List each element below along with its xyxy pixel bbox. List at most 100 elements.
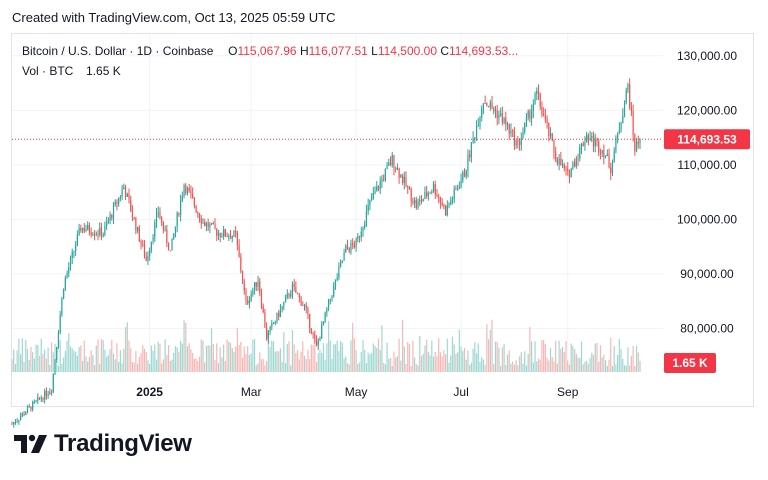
volume-bar <box>598 361 600 372</box>
candle-body <box>505 117 507 126</box>
volume-bar <box>503 343 505 372</box>
candle-body <box>210 222 213 225</box>
volume-bar <box>260 359 263 372</box>
volume-bar <box>95 345 97 372</box>
candle-body <box>274 321 276 324</box>
volume-bar <box>279 348 282 372</box>
volume-bar <box>510 363 512 372</box>
candle-body <box>457 188 459 190</box>
candle-body <box>13 422 15 424</box>
volume-bar <box>623 365 626 372</box>
candle-body <box>395 168 397 170</box>
candle-body <box>229 236 232 239</box>
volume-bar <box>56 363 58 372</box>
volume-bar <box>143 348 146 372</box>
volume-bar <box>305 358 307 372</box>
candle-body <box>592 135 595 147</box>
volume-bar <box>247 346 249 372</box>
volume-bar <box>410 365 412 372</box>
volume-bar <box>322 343 325 372</box>
candle-body <box>131 211 134 218</box>
candle-body <box>154 222 156 238</box>
candle-body <box>348 248 350 252</box>
candle-body <box>298 294 300 298</box>
volume-bar <box>327 320 330 372</box>
candle-body <box>561 164 564 166</box>
volume-bar <box>346 362 349 372</box>
candle-body <box>405 176 407 187</box>
volume-bar <box>369 354 371 372</box>
volume-bar <box>537 358 540 372</box>
volume-bar <box>376 348 378 372</box>
volume-bar <box>487 339 490 372</box>
volume-bar <box>210 328 213 372</box>
volume-bar <box>78 347 80 372</box>
candle-body <box>193 198 195 207</box>
candles <box>11 78 641 428</box>
candle-body <box>524 122 526 132</box>
volume-bar <box>202 340 204 372</box>
volume-bar <box>491 319 493 372</box>
volume-bar <box>539 359 541 372</box>
candle-body <box>346 245 349 249</box>
candle-body <box>414 200 416 204</box>
candle-body <box>23 413 25 415</box>
candle-body <box>61 298 63 315</box>
candle-body <box>250 294 252 301</box>
candle-body <box>639 139 641 144</box>
ohlc-legend: Bitcoin / U.S. Dollar · 1D · Coinbase O1… <box>22 44 518 58</box>
candle-body <box>617 132 619 138</box>
candle-body <box>555 152 557 161</box>
volume-bar <box>463 347 466 372</box>
candle-body <box>176 213 178 227</box>
candle-body <box>386 165 388 170</box>
candle-body <box>241 271 244 284</box>
candle-body <box>32 402 34 410</box>
candle-body <box>310 328 312 334</box>
candle-body <box>173 233 175 239</box>
volume-bar <box>278 351 280 372</box>
candle-body <box>604 155 607 158</box>
volume-bar <box>298 359 300 372</box>
candle-body <box>138 227 140 242</box>
volume-bar <box>474 342 476 372</box>
candle-body <box>579 147 581 159</box>
candle-body <box>627 84 629 90</box>
candle-body <box>231 236 233 239</box>
candle-body <box>167 243 170 251</box>
volume-bar <box>494 341 497 372</box>
candle-body <box>331 296 333 299</box>
candle-body <box>248 300 251 304</box>
candle-body <box>415 200 417 208</box>
volume-bar <box>505 364 507 372</box>
candle-body <box>205 222 208 227</box>
volume-bar <box>37 345 39 372</box>
volume-bar <box>149 364 151 372</box>
volume-bar <box>436 356 438 372</box>
candle-body <box>577 158 579 160</box>
volume-bar <box>90 350 92 372</box>
candle-body <box>28 406 30 408</box>
volume-bars <box>11 319 641 372</box>
volume-bar <box>604 360 607 372</box>
tradingview-logo-text: TradingView <box>54 430 192 457</box>
volume-bar <box>238 344 240 372</box>
volume-bar <box>140 353 142 372</box>
volume-bar <box>99 363 101 372</box>
candle-body <box>450 200 452 205</box>
tradingview-logo: TradingView <box>14 430 192 458</box>
volume-bar <box>204 362 206 372</box>
candle-body <box>150 241 152 251</box>
candle-body <box>240 256 242 272</box>
volume-bar <box>446 338 448 372</box>
candle-body <box>130 199 132 212</box>
candle-body <box>47 394 49 396</box>
volume-bar <box>635 345 638 372</box>
volume-bar <box>355 350 357 372</box>
volume-bar <box>384 364 386 372</box>
candle-body <box>257 281 259 287</box>
candle-body <box>252 289 254 295</box>
y-tick-label: 80,000.00 <box>680 321 734 335</box>
candle-body <box>410 188 412 202</box>
volume-bar <box>383 362 385 372</box>
